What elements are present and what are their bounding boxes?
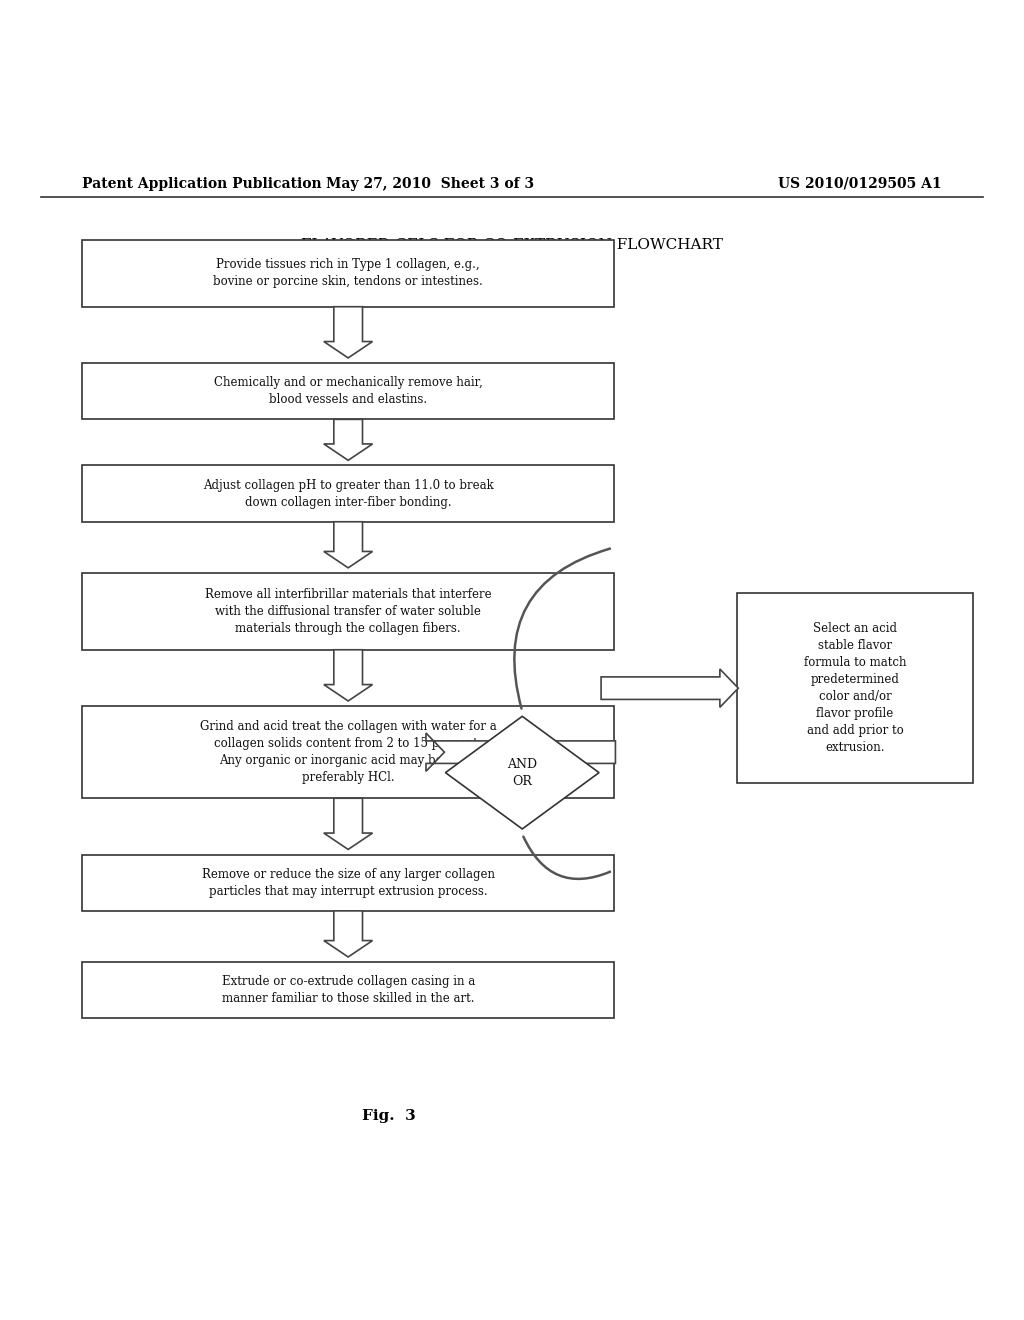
Text: Extrude or co-extrude collagen casing in a
manner familiar to those skilled in t: Extrude or co-extrude collagen casing in… [221,975,475,1006]
Polygon shape [324,420,373,461]
FancyBboxPatch shape [82,706,614,799]
Text: US 2010/0129505 A1: US 2010/0129505 A1 [778,177,942,191]
Polygon shape [324,306,373,358]
Polygon shape [324,649,373,701]
FancyBboxPatch shape [82,240,614,306]
Polygon shape [426,733,615,771]
Text: Remove all interfibrillar materials that interfere
with the diffusional transfer: Remove all interfibrillar materials that… [205,587,492,635]
Text: May 27, 2010  Sheet 3 of 3: May 27, 2010 Sheet 3 of 3 [326,177,535,191]
Polygon shape [324,911,373,957]
Text: FLAVORED GELS FOR CO-EXTRUSION FLOWCHART: FLAVORED GELS FOR CO-EXTRUSION FLOWCHART [301,239,723,252]
FancyBboxPatch shape [82,854,614,911]
Polygon shape [324,521,373,568]
FancyArrowPatch shape [523,837,610,879]
FancyBboxPatch shape [82,466,614,521]
Polygon shape [601,669,738,708]
Text: Select an acid
stable flavor
formula to match
predetermined
color and/or
flavor : Select an acid stable flavor formula to … [804,622,906,754]
Text: AND
OR: AND OR [507,758,538,788]
Text: Remove or reduce the size of any larger collagen
particles that may interrupt ex: Remove or reduce the size of any larger … [202,867,495,898]
Text: Adjust collagen pH to greater than 11.0 to break
down collagen inter-fiber bondi: Adjust collagen pH to greater than 11.0 … [203,479,494,508]
FancyBboxPatch shape [737,594,973,783]
FancyBboxPatch shape [82,363,614,420]
Polygon shape [445,717,599,829]
FancyBboxPatch shape [82,962,614,1019]
Text: Chemically and or mechanically remove hair,
blood vessels and elastins.: Chemically and or mechanically remove ha… [214,376,482,407]
Polygon shape [324,799,373,850]
FancyBboxPatch shape [82,573,614,649]
FancyArrowPatch shape [514,549,609,709]
Text: Grind and acid treat the collagen with water for a
collagen solids content from : Grind and acid treat the collagen with w… [200,721,497,784]
Text: Provide tissues rich in Type 1 collagen, e.g.,
bovine or porcine skin, tendons o: Provide tissues rich in Type 1 collagen,… [213,259,483,289]
Text: Fig.  3: Fig. 3 [362,1109,416,1123]
Text: Patent Application Publication: Patent Application Publication [82,177,322,191]
